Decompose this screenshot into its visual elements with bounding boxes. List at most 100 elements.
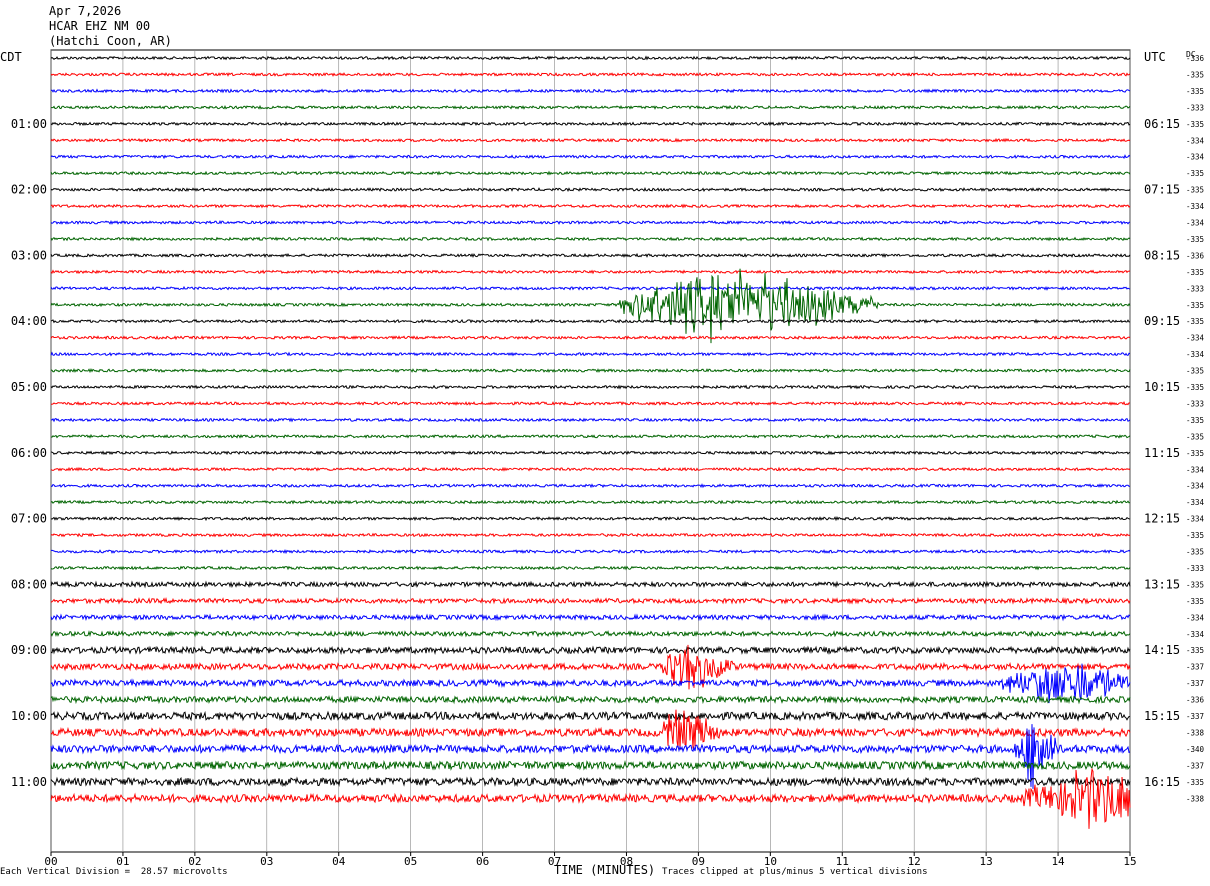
dc-offset-label: -335 [1186, 778, 1204, 787]
cdt-hour-label: 04:00 [11, 314, 47, 328]
x-tick-label: 00 [44, 855, 57, 868]
dc-offset-label: -335 [1186, 268, 1204, 277]
utc-hour-label: 12:15 [1144, 512, 1180, 526]
trace-line [50, 613, 1131, 622]
dc-offset-label: -335 [1186, 449, 1204, 458]
trace-line [50, 335, 1131, 341]
x-tick-label: 15 [1123, 855, 1136, 868]
utc-timezone-label: UTC [1144, 50, 1166, 64]
dc-offset-label: -335 [1186, 235, 1204, 244]
scale-prefix: Each Vertical Division = [0, 867, 131, 877]
dc-offset-label: -337 [1186, 761, 1204, 770]
cdt-hour-label: 11:00 [11, 775, 47, 789]
dc-offset-label: -337 [1186, 663, 1204, 672]
dc-offset-label: -340 [1186, 745, 1205, 754]
trace-line [51, 400, 1131, 407]
utc-hour-label: 09:15 [1144, 314, 1180, 328]
utc-hour-label: 13:15 [1144, 577, 1180, 591]
dc-offset-label: -336 [1186, 696, 1205, 705]
dc-offset-label: -334 [1186, 136, 1205, 145]
cdt-hour-label: 01:00 [11, 117, 47, 131]
trace-line [50, 580, 1131, 589]
trace-line [50, 450, 1131, 456]
utc-hour-label: 06:15 [1144, 117, 1180, 131]
trace-line [50, 236, 1131, 242]
trace-line [50, 170, 1131, 176]
dc-offset-label: -334 [1186, 630, 1205, 639]
dc-offset-label: -336 [1186, 251, 1205, 260]
dc-offset-label: -335 [1186, 383, 1204, 392]
dc-offset-label: -335 [1186, 169, 1204, 178]
station-header: Apr 7,2026 HCAR EHZ NM 00 (Hatchi Coon, … [49, 4, 172, 49]
trace-line [50, 629, 1131, 638]
x-tick-label: 13 [980, 855, 993, 868]
cdt-hour-label: 02:00 [11, 183, 47, 197]
trace-line [50, 384, 1131, 390]
trace-line [50, 709, 1131, 750]
dc-offset-label: -335 [1186, 87, 1204, 96]
trace-line [50, 724, 1131, 789]
x-tick-label: 10 [764, 855, 777, 868]
dc-offset-label: -334 [1186, 482, 1205, 491]
trace-line [50, 417, 1131, 423]
dc-offset-label: -335 [1186, 70, 1204, 79]
trace-line [50, 121, 1131, 127]
utc-hour-label: 15:15 [1144, 709, 1180, 723]
dc-offset-label: -335 [1186, 416, 1204, 425]
cdt-hour-label: 10:00 [11, 709, 47, 723]
trace-line [50, 466, 1131, 472]
trace-line [50, 645, 1131, 656]
trace-line [50, 55, 1131, 61]
trace-line [50, 596, 1131, 605]
trace-line [50, 644, 1131, 690]
trace-line [50, 694, 1131, 705]
trace-line [50, 268, 1131, 344]
trace-line [50, 663, 1131, 704]
trace-line [50, 565, 1131, 571]
trace-line [50, 516, 1131, 522]
dc-offset-label: -333 [1186, 284, 1204, 293]
dc-offset-label: -336 [1186, 54, 1205, 63]
x-tick-label: 12 [908, 855, 921, 868]
x-tick-label: 03 [260, 855, 273, 868]
trace-line [50, 203, 1131, 209]
cdt-hour-label: 08:00 [11, 577, 47, 591]
date-label: Apr 7,2026 [49, 4, 122, 18]
dc-offset-label: -337 [1186, 679, 1204, 688]
trace-line [50, 532, 1131, 538]
cdt-hour-label: 07:00 [11, 512, 47, 526]
scale-value: 28.57 microvolts [140, 867, 228, 877]
x-axis-title: TIME (MINUTES) [554, 863, 656, 877]
dc-offset-label: -335 [1186, 120, 1204, 129]
dc-offset-label: -333 [1186, 564, 1204, 573]
dc-offset-label: -334 [1186, 350, 1205, 359]
station-location: (Hatchi Coon, AR) [49, 34, 172, 48]
dc-offset-header: DC [1186, 50, 1196, 59]
trace-line [50, 137, 1131, 143]
dc-offset-label: -334 [1186, 334, 1205, 343]
dc-offset-label: -334 [1186, 465, 1205, 474]
dc-offset-label: -334 [1186, 219, 1205, 228]
dc-offset-label: -333 [1186, 103, 1204, 112]
x-tick-label: 11 [836, 855, 849, 868]
trace-line [50, 776, 1131, 788]
cdt-hour-label: 09:00 [11, 643, 47, 657]
dc-offset-label: -335 [1186, 646, 1204, 655]
trace-line [50, 186, 1131, 193]
dc-offset-label: -335 [1186, 531, 1204, 540]
dc-offset-label: -335 [1186, 367, 1204, 376]
x-tick-label: 02 [188, 855, 201, 868]
dc-offset-label: -337 [1186, 712, 1204, 721]
x-tick-label: 14 [1051, 855, 1065, 868]
dc-offset-label: -335 [1186, 580, 1204, 589]
cdt-hour-label: 06:00 [11, 446, 47, 460]
trace-line [50, 318, 1130, 324]
trace-line [50, 351, 1131, 357]
trace-line [50, 499, 1131, 505]
trace-line [50, 767, 1131, 829]
x-tick-label: 07 [548, 855, 561, 868]
trace-line [50, 252, 1131, 259]
x-tick-label: 08 [620, 855, 633, 868]
utc-hour-label: 07:15 [1144, 183, 1180, 197]
dc-offset-label: -338 [1186, 794, 1205, 803]
